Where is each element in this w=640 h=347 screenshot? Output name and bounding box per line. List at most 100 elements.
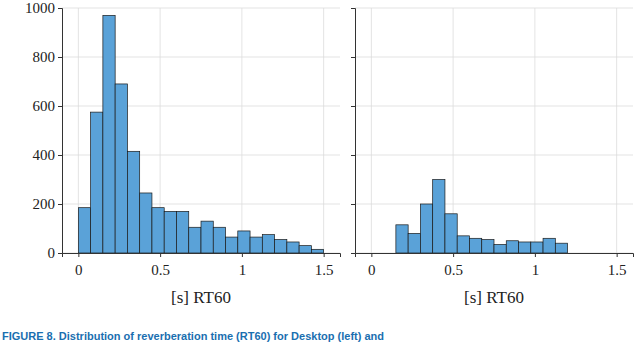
x-tick: 1 <box>239 253 247 278</box>
x-tick-label: 1.5 <box>608 262 627 278</box>
y-tick: 0 <box>48 245 63 261</box>
x-axis-line <box>63 254 341 258</box>
histogram-bar <box>287 242 299 253</box>
x-axis: 0 0.5 1 1.5 <box>63 253 341 278</box>
histogram-bar <box>555 243 567 253</box>
y-tick-mark <box>351 155 355 156</box>
x-tick-label: 0 <box>368 262 376 278</box>
histogram-bar <box>275 240 287 253</box>
grid-line-x <box>534 8 535 253</box>
histogram-bar <box>482 240 494 253</box>
y-tick-mark <box>351 253 355 254</box>
x-tick: 0 <box>368 253 376 278</box>
grid-line-x <box>616 8 617 253</box>
y-tick <box>351 106 355 107</box>
grid-line-y <box>355 155 633 156</box>
y-tick-mark <box>58 106 62 107</box>
x-axis-line <box>356 254 634 258</box>
x-tick: 1.5 <box>608 253 627 278</box>
y-tick-mark <box>351 8 355 9</box>
histogram-bar <box>311 249 323 253</box>
y-tick: 1000 <box>25 0 62 16</box>
grid-line-x <box>241 8 242 253</box>
y-tick-mark <box>58 204 62 205</box>
y-tick: 600 <box>33 98 63 114</box>
y-tick-mark <box>351 204 355 205</box>
y-axis: 0 200 400 600 800 1000 <box>25 0 63 261</box>
x-tick-label: 0.5 <box>444 262 463 278</box>
y-tick: 200 <box>33 196 63 212</box>
x-tick-mark <box>78 253 79 257</box>
histogram-bar <box>103 15 115 253</box>
y-tick-label: 0 <box>48 245 56 261</box>
x-tick: 0 <box>75 253 83 278</box>
grid-line-y <box>62 8 340 9</box>
y-tick-mark <box>58 8 62 9</box>
bars <box>78 15 323 253</box>
x-axis-title: [s] RT60 <box>464 288 524 307</box>
histogram-bar <box>506 241 518 253</box>
grid-line-y <box>355 204 633 205</box>
histogram-bar <box>115 84 127 253</box>
x-axis: 0 0.5 1 1.5 <box>356 253 634 278</box>
x-tick-mark <box>324 253 325 257</box>
histogram-bar <box>531 242 543 253</box>
x-tick-label: 1 <box>532 262 540 278</box>
histogram-bar <box>127 151 139 253</box>
x-tick-mark <box>453 253 454 257</box>
y-axis <box>351 9 356 254</box>
histogram-bar <box>226 237 238 253</box>
y-tick: 400 <box>33 147 63 163</box>
y-tick <box>351 57 355 58</box>
y-tick <box>351 204 355 205</box>
histogram-bar <box>519 242 531 253</box>
x-axis-title: [s] RT60 <box>171 288 231 307</box>
histogram-bar <box>189 227 201 253</box>
caption: FIGURE 8. Distribution of reverberation … <box>2 330 384 342</box>
grid-line-y <box>355 106 633 107</box>
histogram-bar <box>299 246 311 253</box>
y-axis-line <box>58 9 63 254</box>
grid-line-y <box>355 8 633 9</box>
histogram-bar <box>420 204 432 253</box>
histogram-bar <box>262 235 274 253</box>
histogram-bar <box>164 211 176 253</box>
histogram-bar <box>469 238 481 253</box>
histogram-bar <box>201 221 213 253</box>
histogram-bar <box>78 208 90 253</box>
histogram-bar <box>152 208 164 253</box>
x-tick: 1 <box>532 253 540 278</box>
y-tick <box>351 155 355 156</box>
x-tick-label: 0.5 <box>151 262 170 278</box>
y-tick <box>351 253 355 254</box>
x-tick-label: 1.5 <box>315 262 334 278</box>
histogram-bar <box>433 180 445 254</box>
grid-line-y <box>355 57 633 58</box>
y-tick-label: 800 <box>33 49 56 65</box>
x-tick-mark <box>242 253 243 257</box>
x-tick-mark <box>160 253 161 257</box>
y-tick-label: 1000 <box>25 0 55 16</box>
x-tick-mark <box>535 253 536 257</box>
histogram-bar <box>140 193 152 253</box>
grid-line-x <box>323 8 324 253</box>
x-tick-mark <box>371 253 372 257</box>
histogram-bar <box>543 238 555 253</box>
y-tick-label: 400 <box>33 147 56 163</box>
y-tick-mark <box>351 106 355 107</box>
histogram-bar <box>250 237 262 253</box>
y-tick-mark <box>58 57 62 58</box>
x-tick: 1.5 <box>315 253 334 278</box>
grid-line-x <box>371 8 372 253</box>
histogram-bar <box>176 211 188 253</box>
histogram-bar <box>396 225 408 253</box>
panel: 0 0.5 1 1.5 [s] RT60 <box>351 8 634 307</box>
histogram-bar <box>408 233 420 253</box>
y-tick-mark <box>58 253 62 254</box>
y-axis-line <box>351 9 356 254</box>
y-tick-mark <box>58 155 62 156</box>
x-tick: 0.5 <box>444 253 463 278</box>
figure: 0 0.5 1 1.5 0 200 400 600 800 1000 [s] RT60 0 0.5 1 1.… <box>0 0 640 347</box>
grid <box>62 8 340 253</box>
histogram-bar <box>213 227 225 253</box>
